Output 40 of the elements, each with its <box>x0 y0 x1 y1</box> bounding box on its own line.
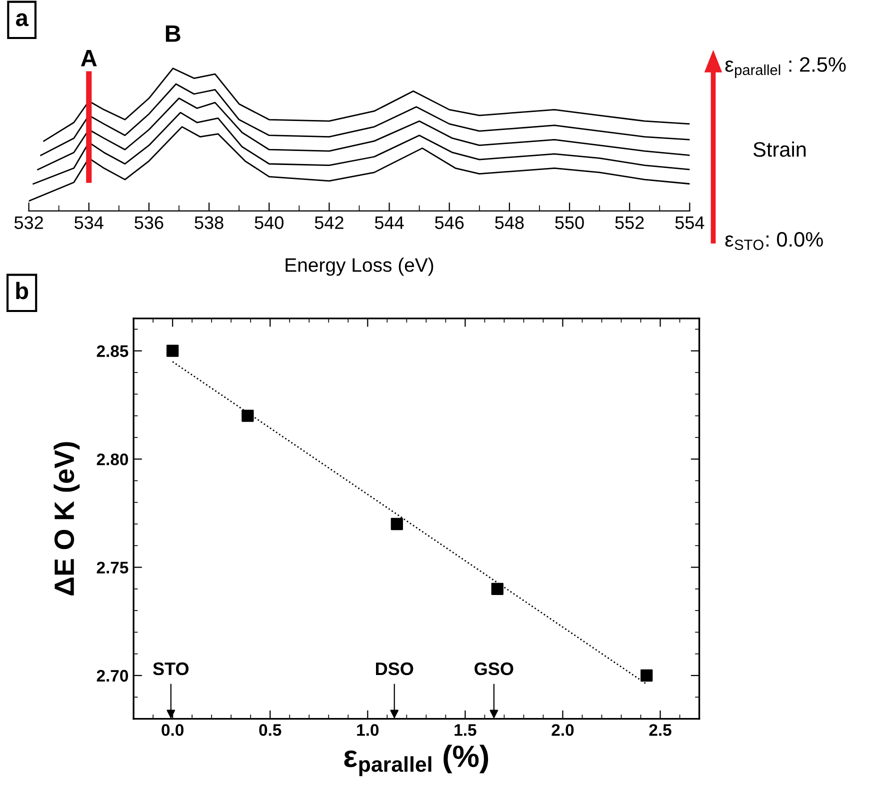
annotation: DSO <box>376 662 414 676</box>
text: ε$_{parallel}$ : 2.5% <box>725 57 846 78</box>
point <box>640 669 653 682</box>
x-tick-label: 538 <box>194 216 224 230</box>
x-tick-label: 546 <box>435 216 464 230</box>
x-axis-title: Energy Loss (eV) <box>286 258 434 276</box>
x-tick-label: 0.5 <box>259 724 282 736</box>
x-tick-label: 550 <box>555 216 584 230</box>
point <box>166 344 179 357</box>
point <box>242 410 254 422</box>
y-axis-title: ΔE O K (eV) <box>54 442 80 596</box>
x-tick-label: 552 <box>615 216 644 230</box>
y-tick-label: 2.75 <box>96 562 128 574</box>
y-tick-label: 2.85 <box>96 345 128 358</box>
x-axis-title: ε$_{parallel}$ (%) <box>344 744 488 776</box>
x-tick-label: 540 <box>254 216 284 230</box>
x-tick-label: 532 <box>14 216 43 230</box>
x-tick-label: 536 <box>134 216 164 230</box>
annotation: GSO <box>474 662 514 676</box>
text: Strain <box>753 142 806 157</box>
y-tick-label: 2.70 <box>96 670 128 682</box>
text: ε$_{STO}$: 0.0% <box>725 232 823 250</box>
point <box>390 518 403 530</box>
text: B <box>166 26 180 42</box>
text: b <box>16 282 28 300</box>
x-tick-label: 2.5 <box>649 724 672 736</box>
x-tick-label: 0.0 <box>162 724 184 736</box>
x-tick-label: 554 <box>675 216 704 230</box>
annotation: STO <box>153 662 189 676</box>
ref-line-label: A <box>80 50 97 66</box>
x-tick-label: 534 <box>74 216 104 230</box>
x-tick-label: 1.0 <box>357 724 379 736</box>
x-tick-label: 548 <box>495 216 524 230</box>
x-tick-label: 1.5 <box>454 724 476 736</box>
x-tick-label: 544 <box>374 216 404 230</box>
y-tick-label: 2.80 <box>96 453 128 466</box>
x-tick-label: 542 <box>314 216 344 230</box>
point <box>491 582 504 596</box>
x-tick-label: 2.0 <box>552 724 574 736</box>
text: a <box>16 13 29 26</box>
